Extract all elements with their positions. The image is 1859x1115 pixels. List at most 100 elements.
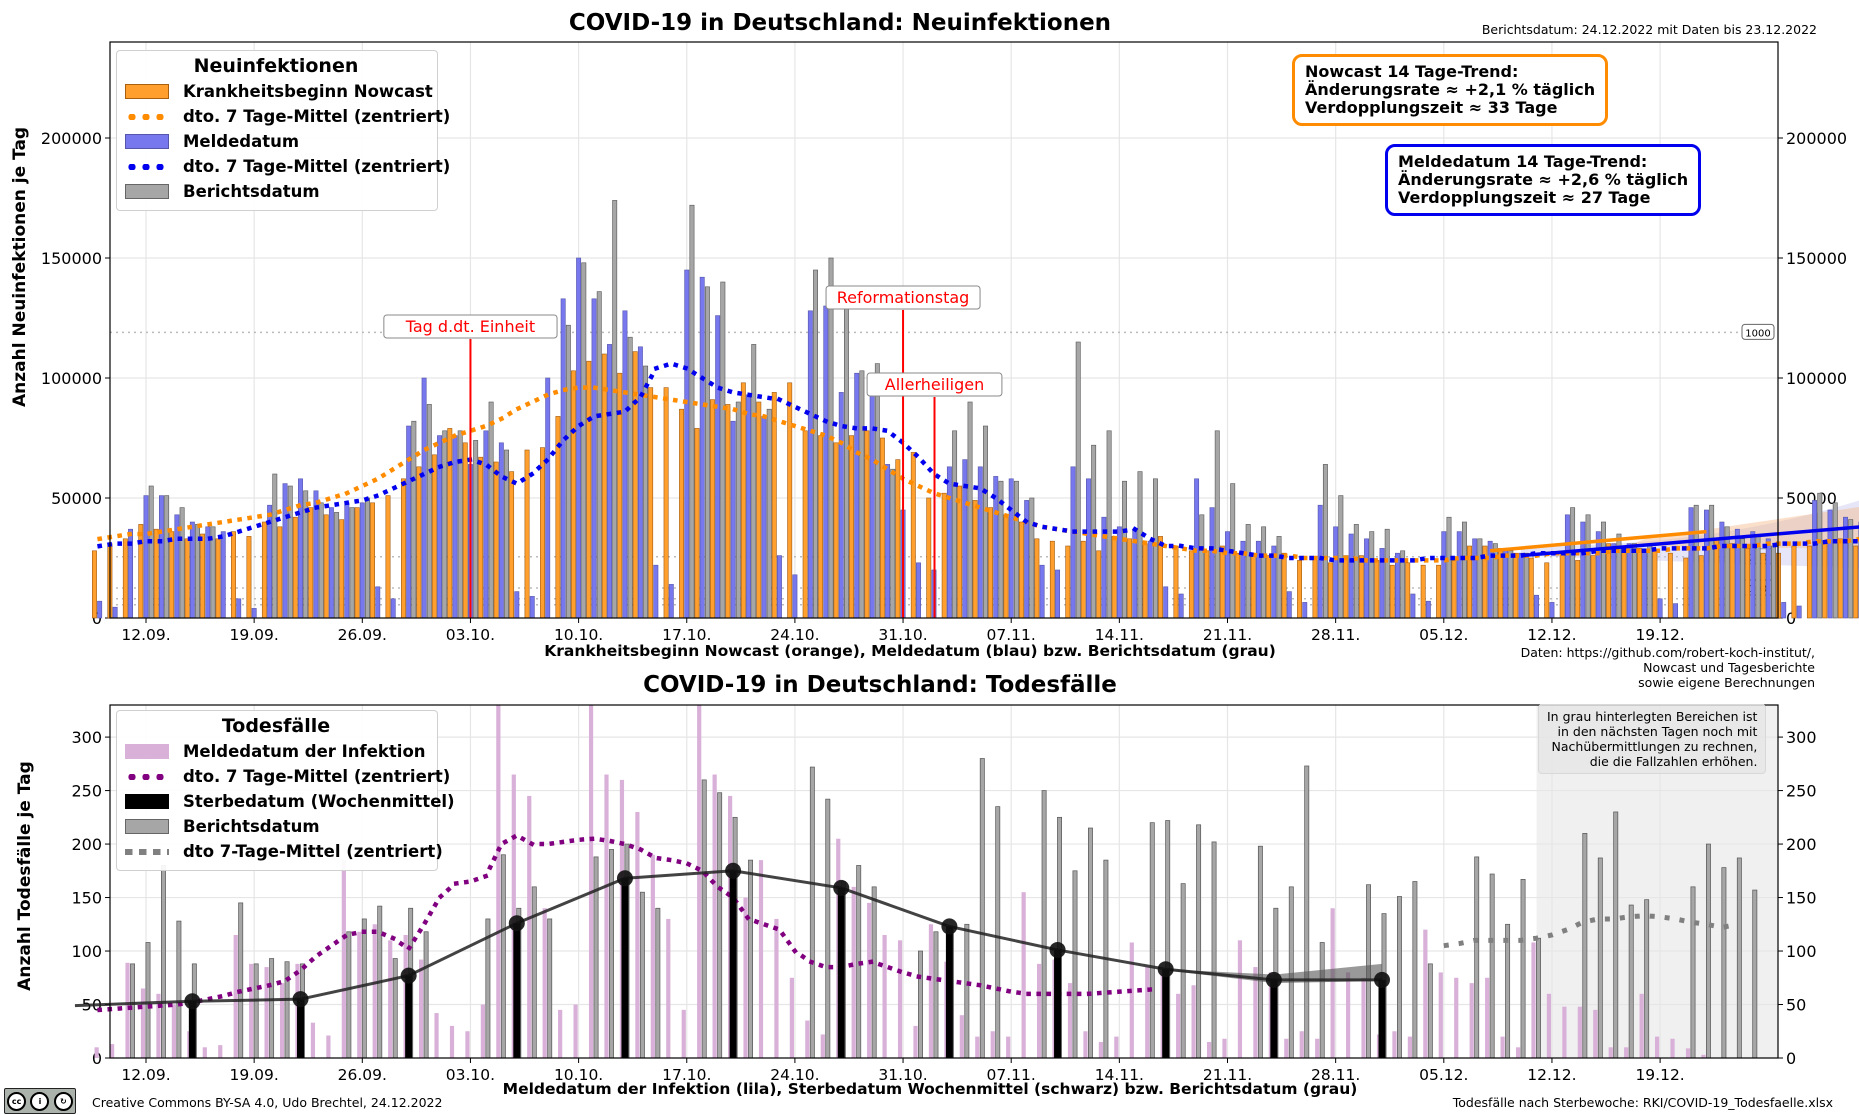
bar-berichtsdatum-deaths	[392, 958, 398, 1059]
bottom-ytick-label: 250	[71, 782, 102, 801]
bar-meldedatum-infektion	[1546, 993, 1552, 1058]
bar-berichtsdatum	[1199, 514, 1205, 619]
blue-bar-swatch-icon	[125, 134, 169, 149]
bar-berichtsdatum-deaths	[1644, 899, 1650, 1059]
legend-item-nowcast: Krankheitsbeginn Nowcast	[125, 79, 433, 104]
bar-meldedatum	[1611, 543, 1617, 619]
bar-berichtsdatum	[287, 485, 293, 619]
bar-berichtsdatum	[627, 336, 633, 619]
black-bar-swatch-icon	[125, 794, 169, 809]
bar-meldedatum-infektion	[1639, 993, 1644, 1058]
bar-berichtsdatum	[1261, 526, 1267, 619]
bar-berichtsdatum-deaths	[1721, 867, 1727, 1059]
bar-meldedatum-infektion	[1129, 942, 1134, 1058]
bar-meldedatum-infektion	[218, 1045, 223, 1058]
bar-meldedatum-infektion	[1315, 1038, 1320, 1058]
orange-bar-swatch-icon	[125, 84, 169, 99]
bar-meldedatum	[406, 425, 412, 619]
bar-meldedatum	[869, 387, 875, 619]
bar-krankheitsbeginn-nowcast	[1652, 550, 1658, 619]
bar-berichtsdatum	[565, 324, 571, 619]
bar-berichtsdatum	[1369, 531, 1375, 619]
bar-berichtsdatum-deaths	[717, 792, 723, 1059]
bottom-ytick-label-right: 200	[1786, 835, 1817, 854]
bar-meldedatum	[220, 531, 226, 619]
bar-berichtsdatum-deaths	[639, 891, 645, 1059]
bar-berichtsdatum-deaths	[1041, 790, 1047, 1059]
bar-sterbedatum-weekly	[188, 1001, 196, 1058]
bar-berichtsdatum-deaths	[1690, 886, 1696, 1059]
bar-meldedatum	[1564, 514, 1570, 619]
bar-meldedatum-infektion	[959, 1015, 964, 1058]
bar-krankheitsbeginn-nowcast	[1188, 550, 1194, 619]
bar-meldedatum	[1302, 602, 1308, 619]
sterbedatum-uncertainty-band	[1165, 963, 1382, 984]
bar-berichtsdatum	[349, 507, 355, 619]
legend-item-meldedatum-infektion: Meldedatum der Infektion	[125, 739, 427, 764]
bar-meldedatum-infektion	[434, 1013, 439, 1058]
report-date: Berichtsdatum: 24.12.2022 mit Daten bis …	[1481, 22, 1817, 37]
top-ytick-label-right: 50000	[1786, 489, 1837, 508]
bar-krankheitsbeginn-nowcast	[910, 452, 916, 619]
bar-sterbedatum-weekly	[1270, 979, 1278, 1058]
bar-meldedatum	[1812, 500, 1818, 619]
bar-meldedatum-infektion	[1330, 908, 1335, 1058]
marker-sterbedatum-weekly	[725, 862, 742, 879]
bar-berichtsdatum	[581, 262, 587, 619]
bar-meldedatum-infektion	[882, 934, 887, 1058]
bar-meldedatum	[1055, 569, 1061, 619]
bar-berichtsdatum-deaths	[748, 859, 754, 1059]
bottom-ytick-label-right: 150	[1786, 889, 1817, 908]
bar-berichtsdatum	[318, 502, 324, 619]
top-ytick-label: 200000	[41, 129, 102, 148]
bar-krankheitsbeginn-nowcast	[849, 435, 854, 619]
top-xtick-label: 28.11.	[1311, 626, 1360, 644]
license-text: Creative Commons BY-SA 4.0, Udo Brechtel…	[92, 1095, 443, 1110]
bar-meldedatum	[746, 394, 752, 619]
bar-krankheitsbeginn-nowcast	[1034, 538, 1040, 619]
bar-meldedatum	[1333, 526, 1339, 619]
top-ytick-label: 150000	[41, 249, 102, 268]
legend-item-deaths-mean: dto. 7 Tage-Mittel (zentriert)	[125, 764, 450, 789]
bar-meldedatum-infektion	[558, 1009, 563, 1058]
bar-berichtsdatum	[874, 363, 880, 619]
bar-sterbedatum-weekly	[513, 923, 521, 1058]
top-xtick-label: 14.11.	[1095, 626, 1144, 644]
bar-berichtsdatum	[1647, 545, 1653, 619]
bar-meldedatum-infektion	[650, 854, 655, 1058]
bar-berichtsdatum-deaths	[1705, 843, 1711, 1059]
bar-krankheitsbeginn-nowcast	[1111, 536, 1117, 619]
bar-sterbedatum-weekly	[405, 975, 413, 1058]
bar-meldedatum	[607, 344, 612, 619]
bar-meldedatum	[1086, 478, 1091, 619]
bar-krankheitsbeginn-nowcast	[200, 533, 206, 619]
bar-berichtsdatum	[411, 420, 417, 619]
bar-krankheitsbeginn-nowcast	[663, 387, 669, 619]
bar-krankheitsbeginn-nowcast	[1822, 540, 1828, 619]
bar-meldedatum-infektion	[233, 934, 238, 1058]
bar-meldedatum-infektion	[1423, 929, 1428, 1058]
top-xtick-label: 21.11.	[1203, 626, 1252, 644]
marker-sterbedatum-weekly	[941, 918, 958, 935]
bar-meldedatum-infektion	[1407, 1036, 1412, 1058]
bottom-xtick-label: 19.12.	[1635, 1066, 1684, 1084]
grey-dashed-line-icon	[125, 848, 169, 855]
bar-krankheitsbeginn-nowcast	[771, 392, 777, 619]
bar-meldedatum	[1657, 598, 1663, 619]
bar-meldedatum	[1163, 586, 1169, 619]
bar-berichtsdatum-deaths	[1196, 824, 1202, 1059]
bar-meldedatum-infektion	[419, 959, 424, 1058]
bar-meldedatum-infektion	[1098, 1041, 1103, 1058]
bar-meldedatum-infektion	[604, 774, 609, 1058]
bar-meldedatum	[143, 495, 149, 619]
bar-meldedatum-infektion	[1114, 1036, 1119, 1058]
bar-krankheitsbeginn-nowcast	[385, 495, 391, 619]
bar-berichtsdatum-deaths	[1319, 942, 1325, 1059]
bar-meldedatum-infektion	[94, 1047, 99, 1058]
bar-berichtsdatum-deaths	[145, 942, 151, 1059]
bar-meldedatum-infektion	[249, 963, 254, 1058]
bar-meldedatum-infektion	[851, 886, 856, 1058]
bar-meldedatum	[97, 600, 103, 619]
bar-berichtsdatum	[813, 269, 819, 619]
holiday-label: Reformationstag	[837, 288, 970, 307]
